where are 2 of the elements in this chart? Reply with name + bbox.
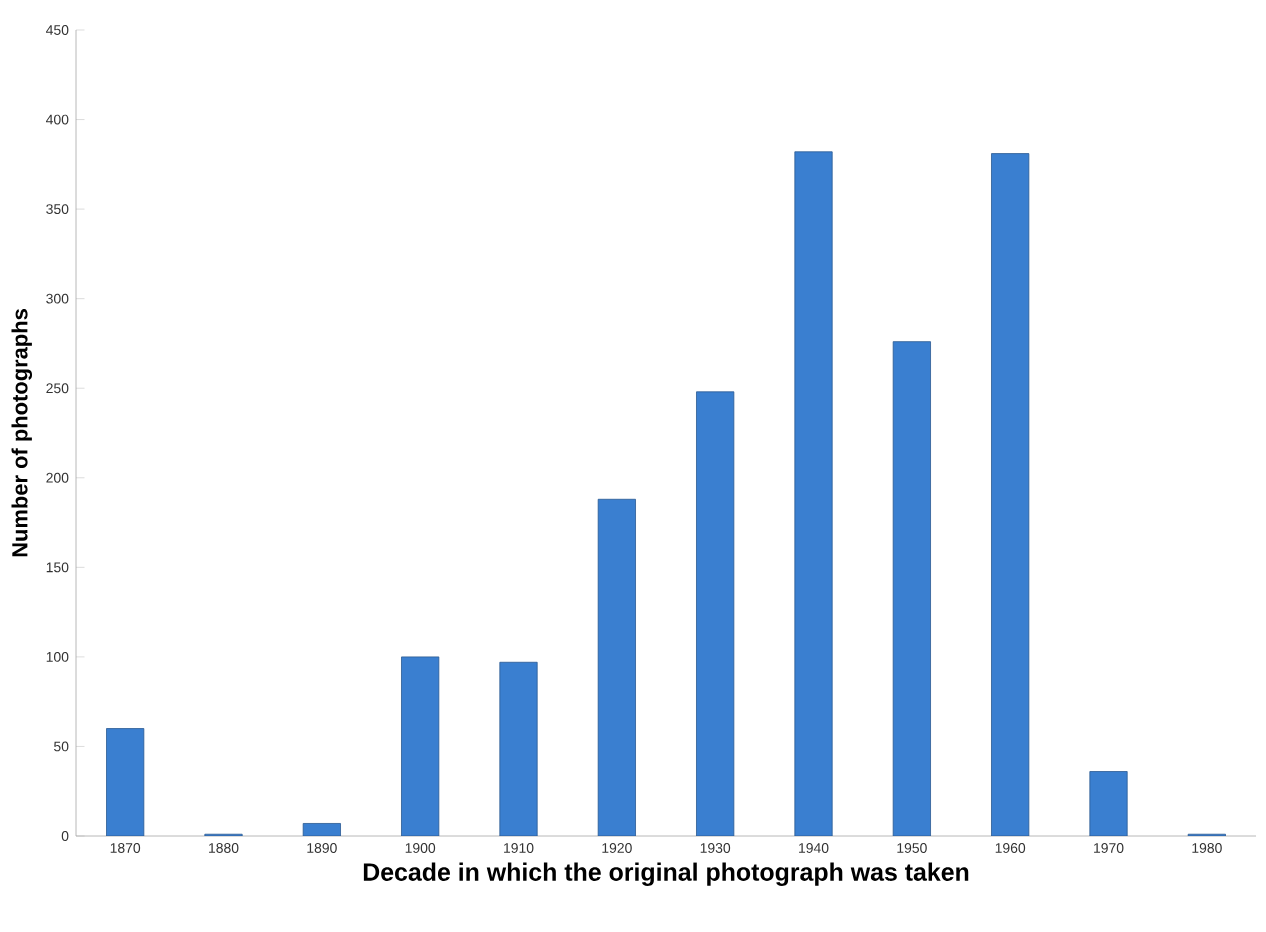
y-axis-title: Number of photographs (11, 309, 33, 557)
x-axis-title: Decade in which the original photograph was taken (363, 862, 969, 886)
